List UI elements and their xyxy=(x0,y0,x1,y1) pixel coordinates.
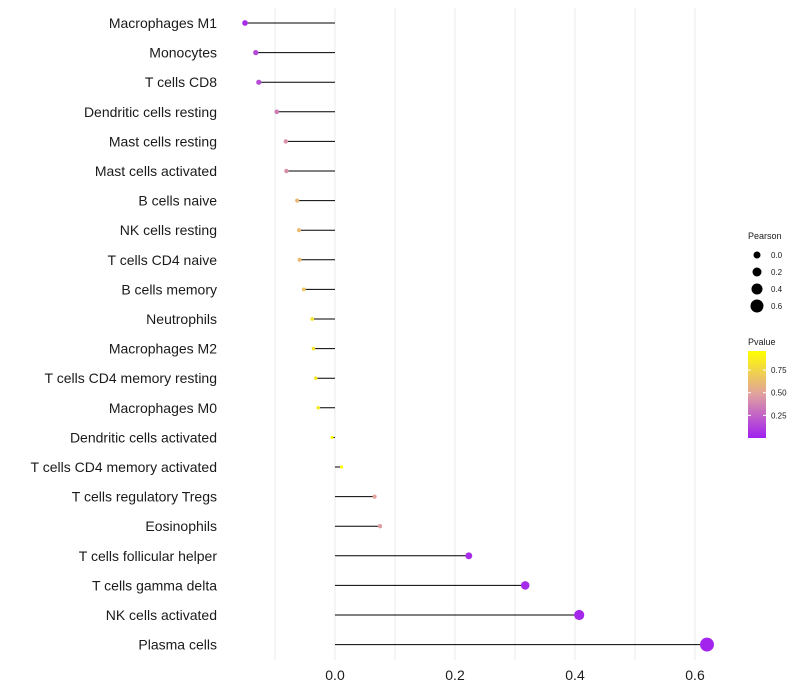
category-label: Macrophages M0 xyxy=(109,400,217,416)
category-label: T cells regulatory Tregs xyxy=(72,489,217,505)
point xyxy=(296,228,302,233)
point xyxy=(242,20,248,26)
legend-colorbar xyxy=(748,351,766,438)
category-label: Eosinophils xyxy=(145,518,217,534)
point xyxy=(700,637,714,652)
point xyxy=(284,168,289,174)
point xyxy=(330,435,334,439)
points xyxy=(242,20,714,652)
legend-size-label: 0.0 xyxy=(771,251,783,260)
legend-size-label: 0.2 xyxy=(771,268,783,277)
point xyxy=(314,376,318,380)
x-tick-label: 0.0 xyxy=(325,667,345,683)
point xyxy=(295,198,300,203)
category-label: Mast cells activated xyxy=(95,163,217,179)
x-tick-label: 0.4 xyxy=(565,667,585,683)
category-label: B cells memory xyxy=(121,281,217,297)
legend-size-swatch xyxy=(751,283,763,295)
point xyxy=(372,494,377,499)
point xyxy=(340,465,344,469)
point xyxy=(574,609,585,621)
x-tick-label: 0.2 xyxy=(445,667,465,683)
legend-color-label: 0.50 xyxy=(771,389,787,398)
point xyxy=(283,139,289,144)
legend-size-swatch xyxy=(752,267,762,277)
category-label: Dendritic cells resting xyxy=(84,104,217,120)
category-labels: Macrophages M1 Monocytes T cells CD8 Dendri… xyxy=(31,15,218,653)
category-label: Neutrophils xyxy=(146,311,217,327)
category-label: B cells naive xyxy=(138,193,217,209)
point xyxy=(274,109,280,115)
legend-size-swatch xyxy=(753,251,761,259)
category-label: T cells CD4 memory resting xyxy=(45,370,217,386)
point xyxy=(297,257,302,262)
gridlines xyxy=(274,8,696,660)
legend-size-title: Pearson xyxy=(748,231,782,241)
category-label: NK cells activated xyxy=(106,607,217,623)
legend-color-title: Pvalue xyxy=(748,337,776,347)
category-label: T cells CD4 memory activated xyxy=(31,459,217,475)
x-tick-label: 0.6 xyxy=(685,667,705,683)
category-label: Plasma cells xyxy=(138,637,217,653)
point xyxy=(253,49,259,56)
point xyxy=(310,317,315,321)
category-label: Macrophages M1 xyxy=(109,15,217,31)
category-label: T cells CD8 xyxy=(145,74,217,90)
stems xyxy=(245,22,707,646)
point xyxy=(316,406,320,410)
legend: Pearson 0.0 0.2 0.4 0.6 Pvalue 0.25 0.50 0.75 xyxy=(748,231,787,438)
legend-size-label: 0.6 xyxy=(771,302,783,311)
category-label: Macrophages M2 xyxy=(109,341,217,357)
point xyxy=(311,346,316,351)
point xyxy=(301,287,306,292)
category-label: Dendritic cells activated xyxy=(70,429,217,445)
category-label: T cells CD4 naive xyxy=(108,252,218,268)
category-label: T cells follicular helper xyxy=(79,548,218,564)
legend-color-label: 0.25 xyxy=(771,411,787,420)
point xyxy=(465,552,473,560)
point xyxy=(256,79,262,85)
point xyxy=(520,581,530,590)
point xyxy=(377,524,383,529)
category-label: T cells gamma delta xyxy=(92,577,217,593)
category-label: Monocytes xyxy=(149,45,217,61)
legend-size-swatch xyxy=(750,299,764,313)
x-axis-ticks: 0.0 0.2 0.4 0.6 xyxy=(325,667,705,683)
legend-size-label: 0.4 xyxy=(771,285,783,294)
legend-color-label: 0.75 xyxy=(771,366,787,375)
category-label: NK cells resting xyxy=(120,222,217,238)
category-label: Mast cells resting xyxy=(109,133,217,149)
